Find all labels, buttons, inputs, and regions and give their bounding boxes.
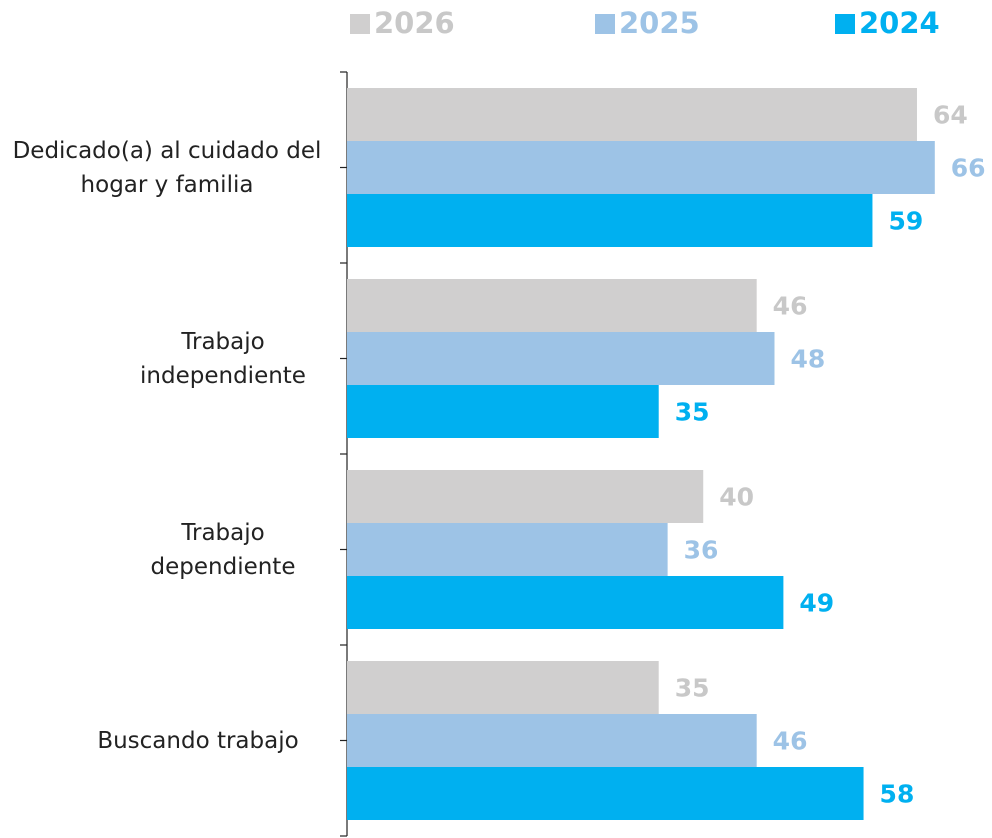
value-label: 49 [799, 589, 834, 618]
bar [347, 279, 757, 332]
value-label: 46 [773, 292, 808, 321]
value-label: 36 [684, 536, 719, 565]
legend-swatch [595, 14, 615, 34]
value-label: 35 [675, 674, 710, 703]
bar [347, 576, 784, 629]
value-label: 66 [951, 154, 986, 183]
legend-swatch [350, 14, 370, 34]
value-label: 59 [888, 207, 923, 236]
value-label: 48 [790, 345, 825, 374]
legend-label: 2025 [619, 6, 700, 40]
bar [347, 385, 659, 438]
category-label: Buscando trabajo [97, 727, 299, 754]
bar [347, 661, 659, 714]
value-label: 35 [675, 398, 710, 427]
category-label: Dedicado(a) al cuidado del hogar y famil… [12, 137, 322, 198]
category-label: Trabajo independiente [140, 328, 306, 389]
category-label: Trabajo dependiente [150, 519, 296, 580]
bar [347, 523, 668, 576]
legend-label: 2024 [859, 6, 940, 40]
value-label: 64 [933, 101, 968, 130]
value-label: 58 [880, 780, 915, 809]
bar [347, 141, 935, 194]
legend-label: 2026 [374, 6, 455, 40]
legend-swatch [835, 14, 855, 34]
bar [347, 332, 775, 385]
value-label: 40 [719, 483, 754, 512]
value-label: 46 [773, 727, 808, 756]
bar [347, 714, 757, 767]
bar [347, 767, 864, 820]
bar [347, 88, 917, 141]
bar [347, 470, 704, 523]
bar [347, 194, 873, 247]
